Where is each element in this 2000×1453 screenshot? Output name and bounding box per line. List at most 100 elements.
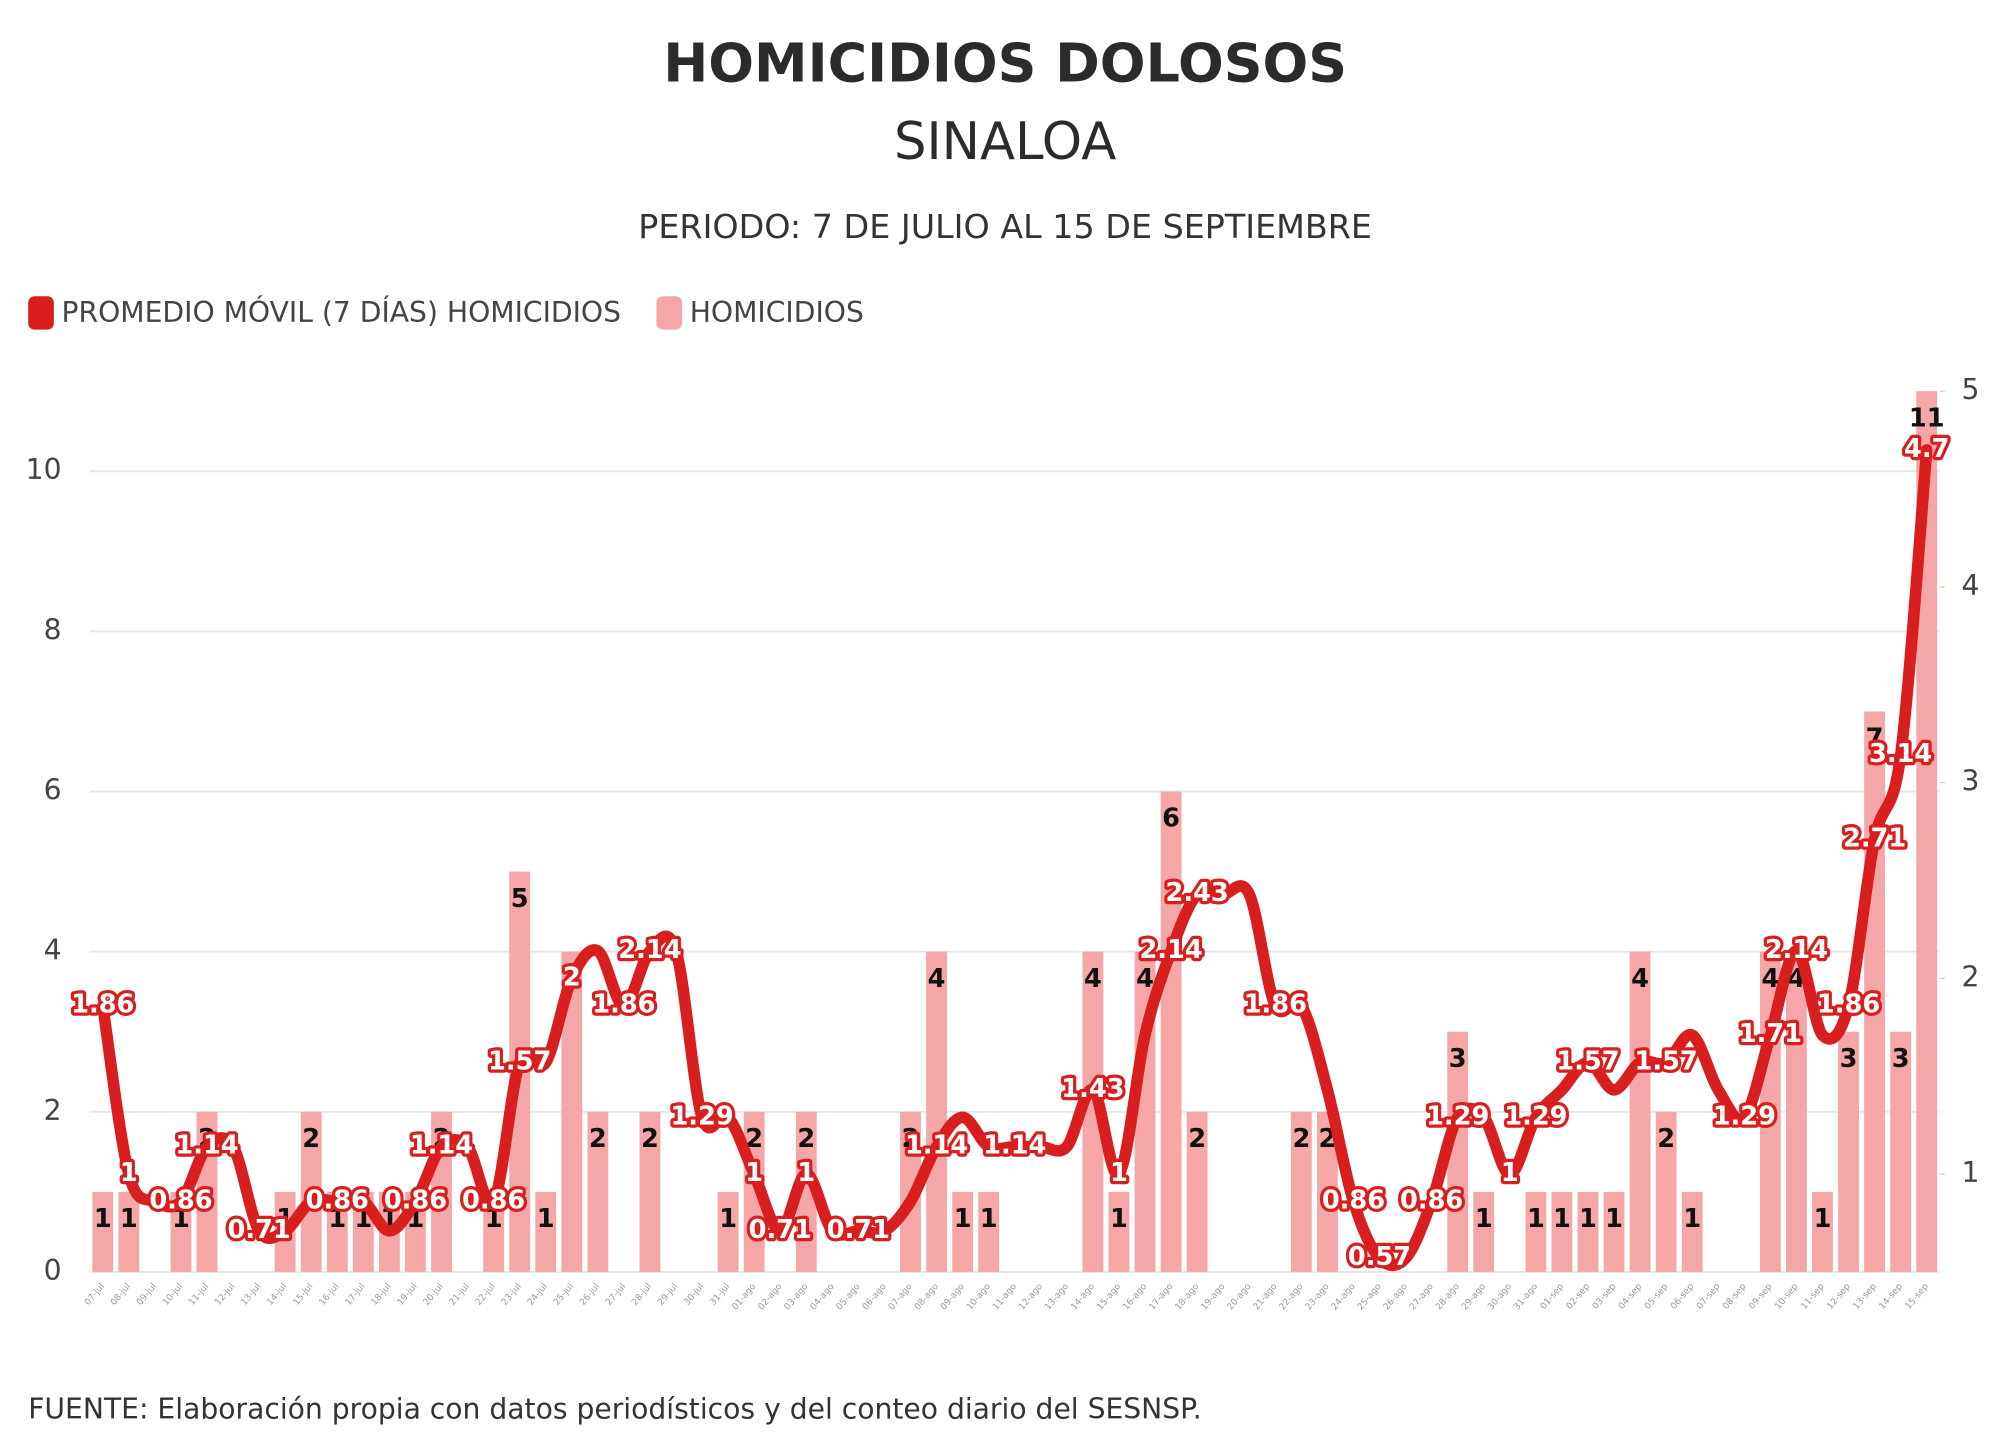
x-tick-label: 15-jul <box>291 1282 315 1308</box>
x-tick-label: 09-sep <box>1747 1282 1774 1312</box>
line-label: 0.86 <box>1400 1185 1463 1215</box>
bar <box>1160 791 1182 1272</box>
bar-label: 3 <box>1892 1044 1910 1074</box>
bar-label: 1 <box>537 1204 555 1234</box>
line-label: 0.86 <box>384 1185 447 1215</box>
bar <box>118 1191 140 1272</box>
bar <box>1473 1191 1495 1272</box>
bar <box>1629 951 1651 1272</box>
legend-label: HOMICIDIOS <box>690 296 864 329</box>
x-tick-label: 12-sep <box>1825 1282 1852 1312</box>
line-label: 2.71 <box>1843 823 1906 853</box>
y2-tick-label: 1 <box>1962 1156 1980 1189</box>
x-tick-label: 19-ago <box>1200 1282 1228 1312</box>
bar <box>1108 1191 1130 1272</box>
bar <box>483 1191 505 1272</box>
x-tick-label: 25-jul <box>552 1282 576 1308</box>
bar-label: 1 <box>719 1204 737 1234</box>
bar-label: 7 <box>1866 724 1884 754</box>
x-tick-label: 08-jul <box>109 1282 133 1308</box>
bar <box>170 1191 192 1272</box>
bar-label: 4 <box>1761 964 1779 994</box>
x-tick-label: 10-jul <box>161 1282 185 1308</box>
x-tick-label: 30-jul <box>682 1282 706 1308</box>
x-tick-label: 14-ago <box>1069 1282 1097 1312</box>
x-tick-label: 09-jul <box>135 1282 159 1308</box>
bar <box>795 1111 817 1272</box>
line-label: 1 <box>120 1158 138 1188</box>
bar-label: 1 <box>1553 1204 1571 1234</box>
x-tick-label: 15-ago <box>1095 1282 1123 1312</box>
x-tick-label: 31-jul <box>708 1282 732 1308</box>
bar-label: 1 <box>1579 1204 1597 1234</box>
line-label: 0.86 <box>306 1185 369 1215</box>
x-tick-label: 14-sep <box>1878 1282 1905 1312</box>
x-tick-label: 09-ago <box>939 1282 967 1312</box>
bar-label: 2 <box>1188 1124 1206 1154</box>
bar <box>1603 1191 1625 1272</box>
line-label: 4.7 <box>1904 434 1949 464</box>
bar-label: 2 <box>745 1124 763 1154</box>
x-tick-label: 11-ago <box>991 1282 1019 1312</box>
x-tick-label: 15-sep <box>1904 1282 1931 1312</box>
bar-label: 5 <box>511 884 529 914</box>
line-label: 2.43 <box>1166 878 1229 908</box>
x-tick-label: 18-jul <box>370 1282 394 1308</box>
line-label: 2.14 <box>618 935 681 965</box>
line-label: 0.86 <box>1322 1185 1385 1215</box>
x-tick-label: 23-ago <box>1304 1282 1332 1312</box>
x-tick-label: 04-sep <box>1617 1282 1644 1312</box>
chart-subtitle: SINALOA <box>894 112 1116 172</box>
bar <box>1290 1111 1312 1272</box>
y2-tick-label: 2 <box>1962 960 1980 993</box>
x-tick-label: 02-ago <box>757 1282 785 1312</box>
x-tick-label: 05-ago <box>835 1282 863 1312</box>
x-tick-label: 22-ago <box>1278 1282 1306 1312</box>
x-tick-label: 21-ago <box>1252 1282 1280 1312</box>
bar-label: 2 <box>1657 1124 1675 1154</box>
period: PERIODO: 7 DE JULIO AL 15 DE SEPTIEMBRE <box>638 207 1372 246</box>
bar <box>1447 1031 1469 1272</box>
line-label: 1.57 <box>1635 1047 1698 1077</box>
x-tick-label: 08-ago <box>913 1282 941 1312</box>
x-tick-label: 21-jul <box>448 1282 472 1308</box>
x-tick-label: 17-jul <box>344 1282 368 1308</box>
line-label: 1.71 <box>1739 1019 1802 1049</box>
line-label: 1.57 <box>488 1047 551 1077</box>
bar-label: 1 <box>1527 1204 1545 1234</box>
line-label: 1 <box>1110 1158 1128 1188</box>
x-tick-label: 11-jul <box>187 1282 211 1308</box>
line-label: 0.86 <box>149 1185 212 1215</box>
bar-label: 1 <box>980 1204 998 1234</box>
x-tick-label: 13-sep <box>1852 1282 1879 1312</box>
x-tick-label: 01-sep <box>1539 1282 1566 1312</box>
bar-label: 11 <box>1909 403 1945 433</box>
x-tick-label: 10-sep <box>1773 1282 1800 1312</box>
bar <box>300 1111 322 1272</box>
line-label: 1.29 <box>1713 1101 1776 1131</box>
x-tick-label: 08-sep <box>1721 1282 1748 1312</box>
x-tick-label: 01-ago <box>731 1282 759 1312</box>
bar-label: 1 <box>172 1204 190 1234</box>
bar <box>1681 1191 1703 1272</box>
x-tick-label: 07-sep <box>1695 1282 1722 1312</box>
bar-label: 1 <box>328 1204 346 1234</box>
x-tick-label: 12-ago <box>1017 1282 1045 1312</box>
bar-label: 4 <box>1136 964 1154 994</box>
bar <box>952 1191 974 1272</box>
x-tick-label: 13-jul <box>239 1282 263 1308</box>
bar-label: 1 <box>485 1204 503 1234</box>
line-label: 1.86 <box>1244 990 1307 1020</box>
bar-label: 2 <box>589 1124 607 1154</box>
x-tick-label: 06-sep <box>1669 1282 1696 1312</box>
x-tick-label: 29-jul <box>656 1282 680 1308</box>
x-tick-label: 07-jul <box>83 1282 107 1308</box>
line-label: 1.14 <box>905 1131 968 1161</box>
line-label: 0.71 <box>749 1215 812 1245</box>
y-tick-label: 8 <box>44 613 62 646</box>
x-tick-label: 06-ago <box>861 1282 889 1312</box>
x-tick-label: 12-jul <box>213 1282 237 1308</box>
bar-label: 1 <box>954 1204 972 1234</box>
x-tick-label: 30-ago <box>1486 1282 1514 1312</box>
line-label: 1 <box>745 1158 763 1188</box>
